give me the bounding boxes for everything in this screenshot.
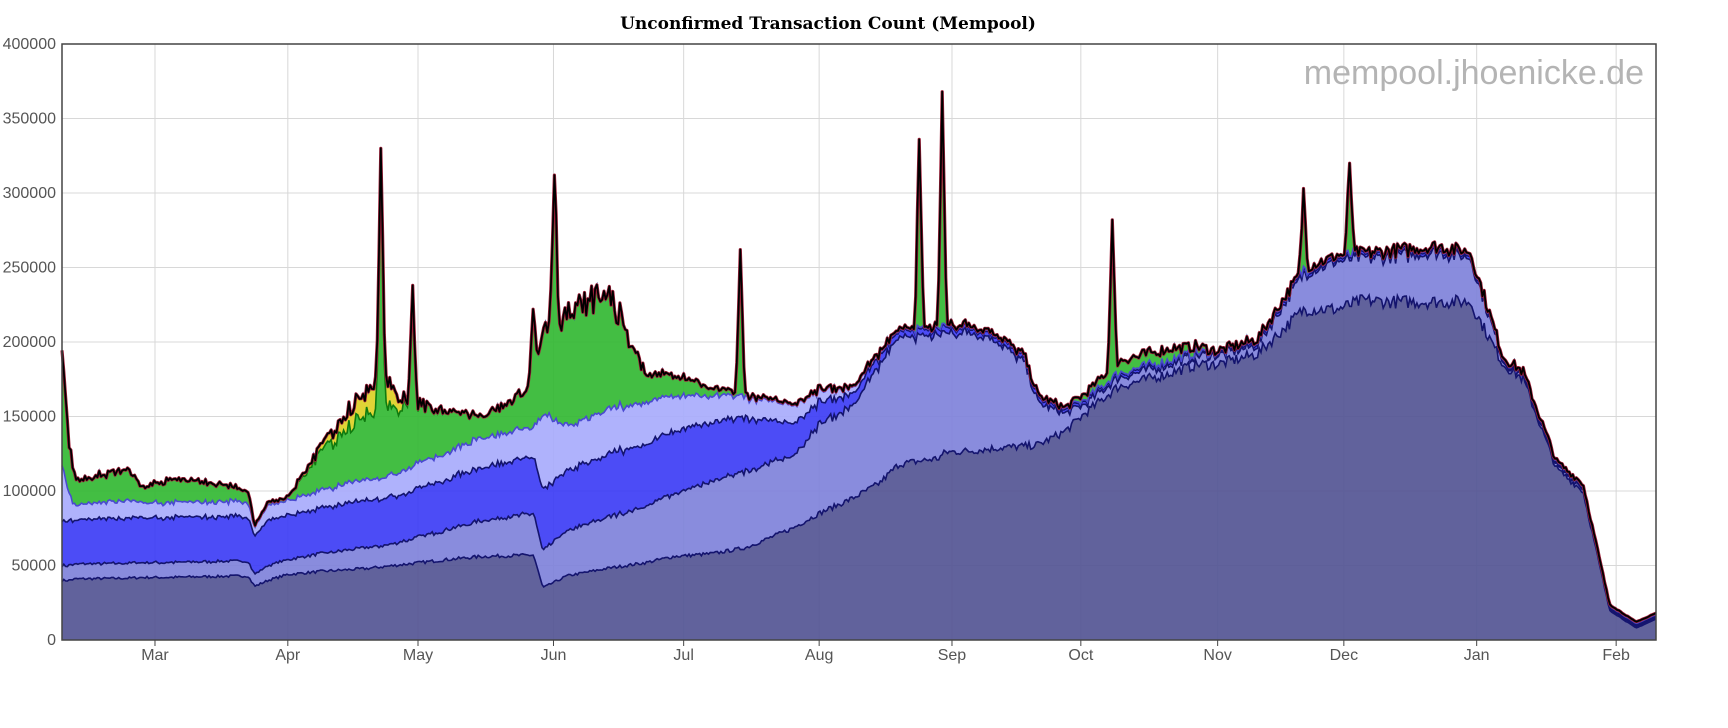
area-layer — [62, 91, 1656, 640]
series-boundary-line — [61, 243, 1657, 626]
x-tick-label: Mar — [141, 647, 169, 664]
series-area — [62, 295, 1656, 640]
x-tick-label: Apr — [275, 647, 301, 664]
line-layer — [60, 90, 1657, 629]
x-tick-label: Jul — [673, 647, 693, 664]
y-tick-label: 300000 — [3, 185, 56, 202]
x-tick-label: May — [403, 647, 433, 664]
x-tick-label: Feb — [1602, 647, 1630, 664]
y-tick-label: 0 — [47, 632, 56, 649]
x-tick-label: Nov — [1203, 647, 1231, 664]
y-tick-label: 200000 — [3, 334, 56, 351]
y-tick-label: 50000 — [12, 558, 57, 575]
y-tick-label: 350000 — [3, 111, 56, 128]
y-tick-label: 150000 — [3, 409, 56, 426]
x-tick-label: Sep — [938, 647, 967, 664]
total-line — [61, 90, 1657, 623]
y-tick-label: 250000 — [3, 260, 56, 277]
x-tick-label: Dec — [1330, 647, 1358, 664]
x-tick-label: Aug — [805, 647, 833, 664]
axis-layer: 0 50000 100000 150000 200000 250000 300000 3500… — [3, 36, 1630, 664]
plot-frame — [61, 43, 1657, 641]
series-area — [62, 247, 1656, 628]
x-tick-label: Jan — [1464, 647, 1490, 664]
series-boundary-line — [61, 246, 1657, 628]
y-tick-label: 400000 — [3, 36, 56, 53]
series-area — [62, 91, 1656, 624]
chart-title: Unconfirmed Transaction Count (Mempool) — [620, 14, 1036, 34]
watermark-text: mempool.jhoenicke.de — [1304, 54, 1644, 92]
series-boundary-line — [61, 292, 1657, 629]
x-tick-label: Jun — [541, 647, 567, 664]
x-tick-label: Oct — [1068, 647, 1093, 664]
y-tick-label: 100000 — [3, 483, 56, 500]
